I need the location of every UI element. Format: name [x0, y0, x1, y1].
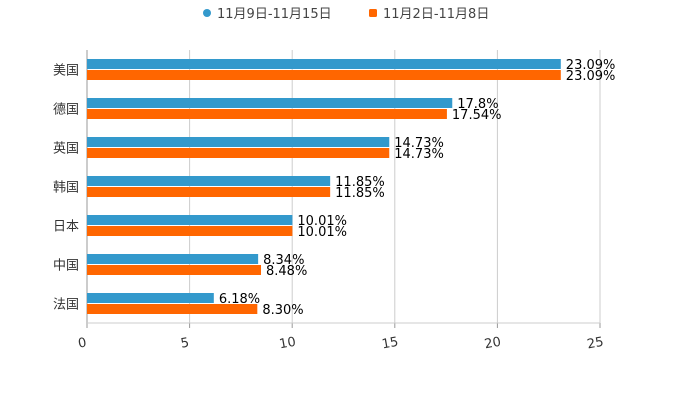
data-label: 14.73%	[394, 147, 444, 162]
x-tick-label: 0	[77, 335, 88, 351]
y-category-label: 德国	[53, 103, 79, 118]
bar	[87, 137, 390, 147]
data-label: 8.34%	[263, 253, 304, 268]
bar	[87, 226, 293, 236]
x-tick-label: 20	[483, 335, 502, 353]
x-tick-label: 10	[278, 335, 297, 353]
data-label: 6.18%	[219, 292, 260, 307]
data-label: 10.01%	[297, 225, 347, 240]
bar	[87, 148, 390, 158]
data-label: 23.09%	[566, 58, 616, 73]
bar	[87, 265, 262, 275]
bar	[87, 98, 453, 108]
data-label: 10.01%	[297, 214, 347, 229]
data-label: 23.09%	[566, 69, 616, 84]
data-label: 14.73%	[394, 136, 444, 151]
data-label: 11.85%	[335, 186, 385, 201]
data-label: 11.85%	[335, 175, 385, 190]
bar	[87, 215, 293, 225]
bar	[87, 176, 331, 186]
y-category-label: 英国	[53, 142, 79, 157]
bar	[87, 109, 447, 119]
y-category-label: 美国	[53, 64, 79, 79]
legend-circle-icon	[203, 9, 211, 17]
data-label: 17.8%	[457, 97, 498, 112]
data-label: 8.48%	[266, 264, 307, 279]
data-label: 8.30%	[262, 303, 303, 318]
legend-label: 11月9日-11月15日	[217, 7, 332, 22]
bar	[87, 59, 561, 69]
bar	[87, 304, 258, 314]
x-tick-label: 25	[586, 335, 605, 353]
bar	[87, 293, 214, 303]
bar	[87, 187, 331, 197]
y-category-label: 韩国	[53, 181, 79, 196]
legend-square-icon	[369, 9, 377, 17]
data-label: 17.54%	[452, 108, 502, 123]
y-category-label: 中国	[53, 259, 79, 274]
legend-label: 11月2日-11月8日	[383, 7, 489, 22]
bar	[87, 70, 561, 80]
y-category-label: 法国	[53, 298, 79, 313]
bar	[87, 254, 259, 264]
x-tick-label: 15	[381, 335, 400, 353]
x-tick-label: 5	[180, 335, 191, 351]
y-category-label: 日本	[53, 220, 79, 235]
